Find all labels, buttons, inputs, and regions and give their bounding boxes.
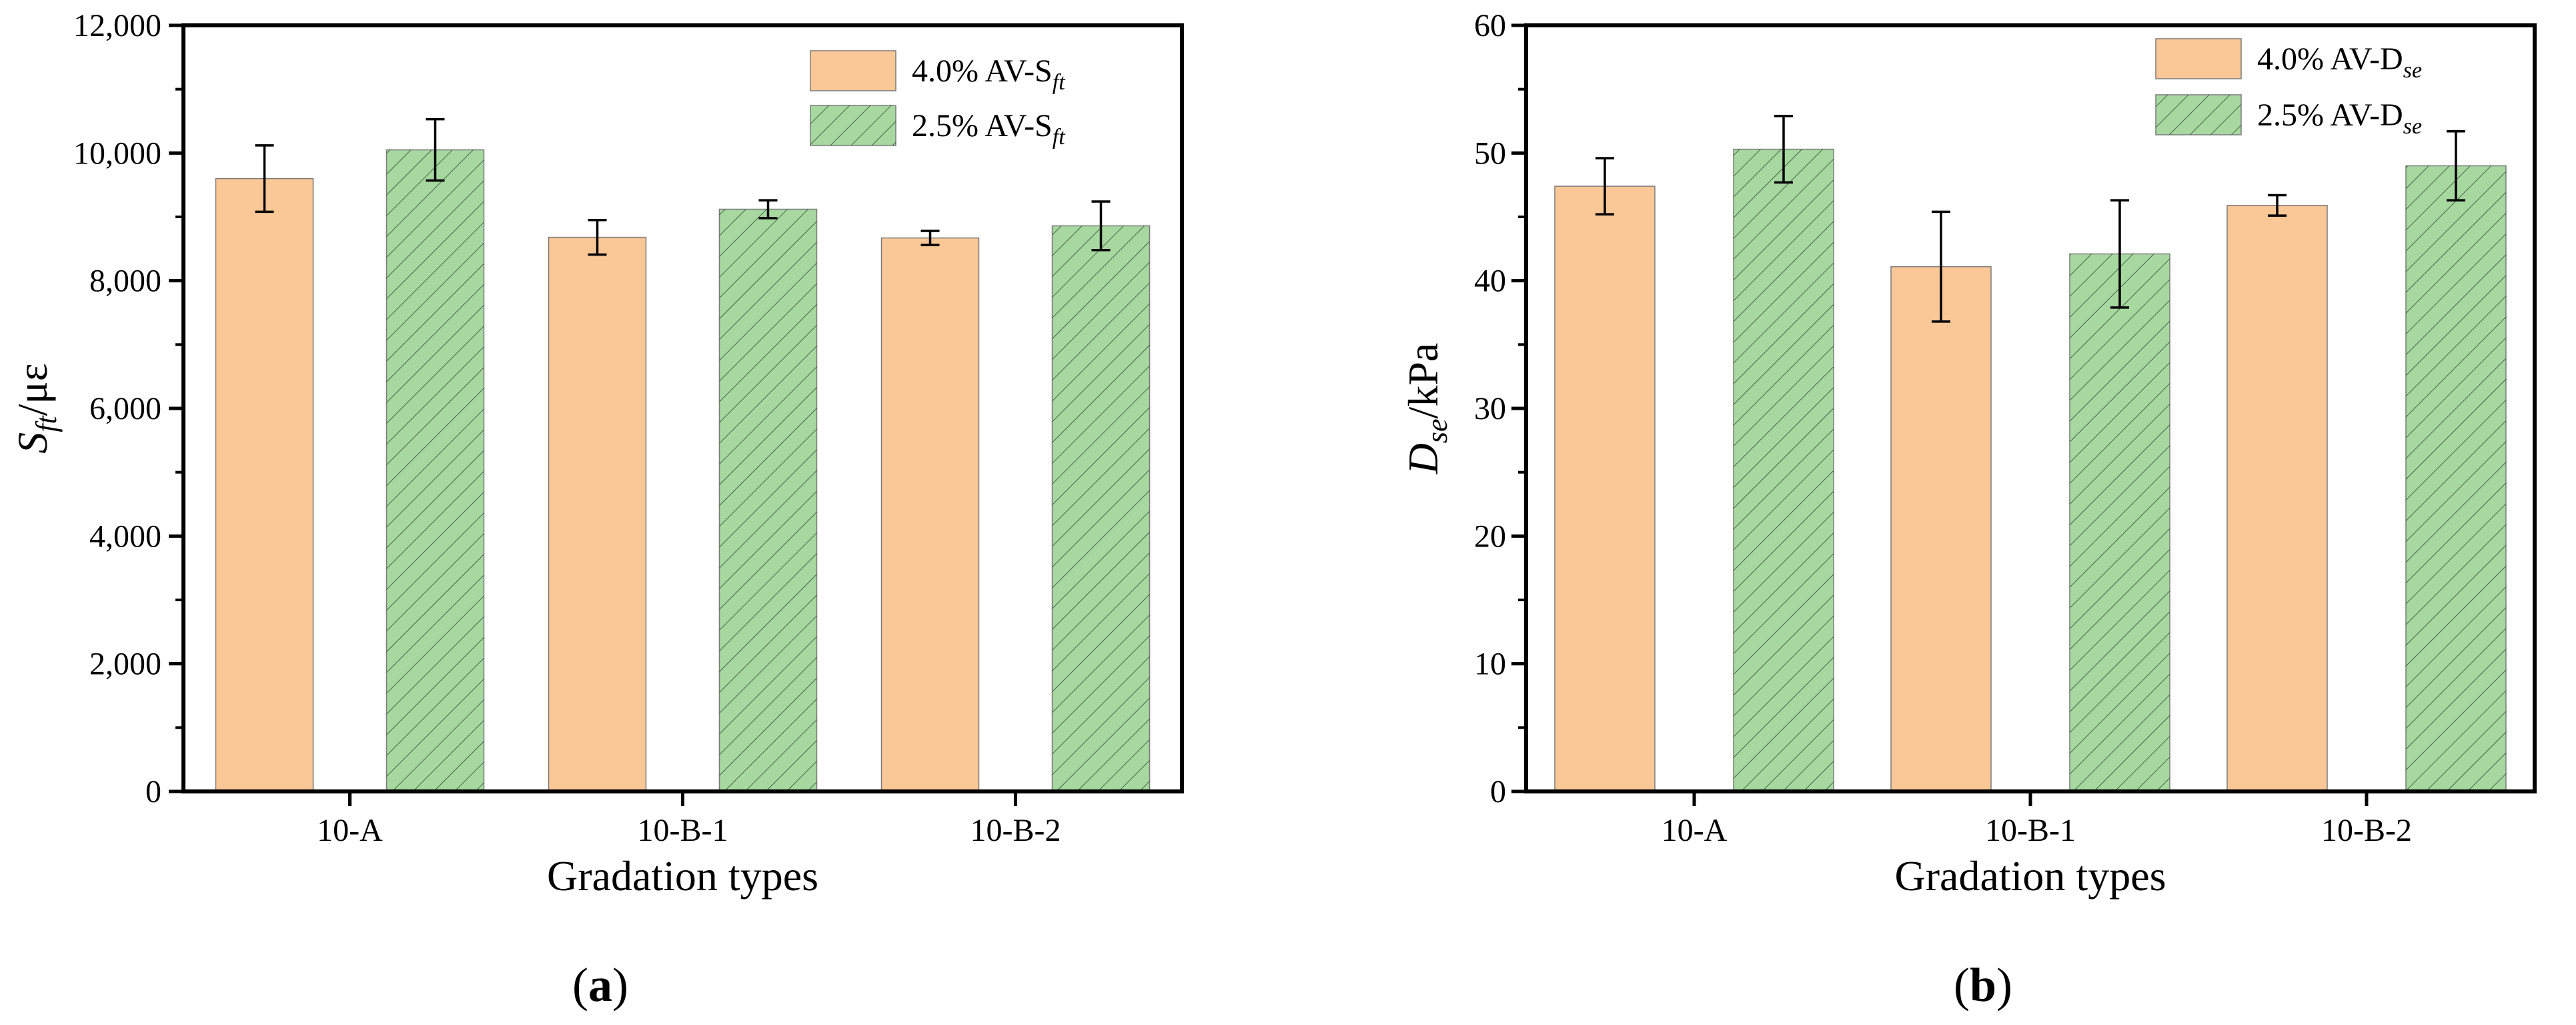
chart-panel-b: 0 10 20 30 40 50 60 10-A 10-B-1 10-B-2 Gradation t…	[1399, 8, 2537, 1012]
panel-label-close-paren: )	[612, 958, 628, 1012]
x-tick-label: 10-B-2	[971, 813, 1061, 848]
y-axis-label-unit: /kPa	[1399, 343, 1447, 419]
plot-frame	[1524, 23, 2537, 793]
y-tick-label: 0	[145, 774, 161, 809]
bar-a-s0-c0	[215, 178, 314, 792]
bar-hatch-a-s1-c2	[1052, 226, 1150, 792]
panel-label-letter: a	[588, 958, 612, 1012]
y-tick-label: 12,000	[73, 8, 161, 43]
y-tick-label: 20	[1474, 519, 1506, 554]
legend-swatch-s0	[810, 50, 896, 91]
error-bar-a-s0-c0	[255, 144, 274, 214]
error-bar-a-s1-c0	[426, 117, 445, 182]
y-axis-label-symbol: D	[1399, 443, 1447, 474]
bar-hatch-b-s1-c1	[2070, 254, 2170, 791]
y-axis-label: Dse/kPa	[1399, 343, 1453, 475]
panel-label-open-paren: (	[572, 958, 588, 1012]
error-bar-b-s0-c1	[1932, 210, 1950, 323]
y-tick-label: 4,000	[89, 519, 161, 554]
bar-hatch-b-s1-c0	[1734, 149, 1834, 792]
panel-label: (a)	[572, 958, 628, 1012]
error-bar-a-s0-c1	[588, 219, 607, 256]
panel-label-open-paren: (	[1954, 958, 1970, 1012]
legend-label-subscript: ft	[1053, 125, 1066, 149]
legend-swatch-hatch-s1	[2156, 95, 2241, 135]
panel-label: (b)	[1954, 958, 2012, 1012]
error-bar-a-s1-c1	[758, 199, 778, 220]
y-tick-label: 10,000	[73, 135, 161, 171]
error-bar-b-s0-c2	[2268, 194, 2287, 217]
legend-label-subscript: ft	[1053, 70, 1066, 95]
panel-label-close-paren: )	[1996, 958, 2012, 1012]
legend-label-s1: 2.5% AV-Dse	[2257, 97, 2422, 139]
bar-hatch-a-s1-c1	[719, 209, 817, 791]
y-axis-label: Sft/με	[9, 363, 63, 453]
legend-swatch-hatch-s1	[810, 105, 896, 145]
y-axis-label-subscript: ft	[30, 414, 63, 432]
bar-hatch-b-s1-c2	[2406, 165, 2506, 791]
y-axis-label-subscript: se	[1421, 418, 1453, 443]
x-tick-label: 10-B-1	[638, 813, 728, 848]
bar-b-s0-c2	[2226, 205, 2328, 792]
chart-panel-a: 0 2,000 4,000 6,000 8,000 10,000 12,000 10-A 10-…	[9, 8, 1184, 1012]
y-tick-label: 2,000	[89, 647, 161, 682]
error-bar-b-s1-c2	[2447, 130, 2465, 202]
y-tick-label: 8,000	[89, 264, 161, 299]
legend-label-text: 4.0% AV-D	[2257, 41, 2403, 77]
y-axis-label-symbol: S	[9, 432, 56, 454]
y-tick-label: 10	[1474, 647, 1506, 682]
x-tick-label: 10-A	[1662, 813, 1728, 848]
y-axis-label-unit: /με	[9, 363, 56, 416]
legend-label-text: 4.0% AV-S	[912, 53, 1053, 89]
bar-a-s0-c1	[548, 236, 647, 792]
y-tick-label: 40	[1474, 264, 1506, 299]
x-tick-label: 10-B-1	[1985, 813, 2076, 848]
legend-label-s0: 4.0% AV-Dse	[2257, 41, 2422, 83]
bar-b-s0-c0	[1554, 186, 1656, 792]
legend-label-s0: 4.0% AV-Sft	[912, 53, 1066, 95]
x-axis-label: Gradation types	[547, 852, 818, 900]
legend-label-text: 2.5% AV-D	[2257, 97, 2403, 133]
error-bar-b-s1-c0	[1774, 115, 1793, 184]
x-tick-label: 10-B-2	[2321, 813, 2412, 848]
x-tick-label: 10-A	[317, 813, 383, 848]
panel-label-letter: b	[1970, 958, 1996, 1012]
y-tick-label: 30	[1474, 391, 1506, 426]
error-bar-a-s1-c2	[1091, 200, 1111, 252]
legend-label-subscript: se	[2403, 114, 2422, 139]
y-tick-label: 0	[1490, 774, 1506, 809]
legend-label-text: 2.5% AV-S	[912, 108, 1053, 143]
error-bar-b-s0-c0	[1595, 157, 1614, 216]
y-tick-label: 50	[1474, 135, 1506, 171]
error-bar-b-s1-c1	[2110, 199, 2129, 309]
legend-swatch-s0	[2155, 38, 2242, 79]
legend-label-subscript: se	[2403, 58, 2422, 83]
bar-a-s0-c2	[880, 237, 980, 792]
x-axis-label: Gradation types	[1895, 852, 2166, 900]
bar-b-s0-c1	[1890, 266, 1992, 792]
error-bar-a-s0-c2	[920, 230, 940, 246]
y-tick-label: 60	[1474, 8, 1506, 43]
bar-hatch-a-s1-c0	[386, 149, 484, 792]
y-tick-label: 6,000	[89, 391, 161, 426]
legend-label-s1: 2.5% AV-Sft	[912, 108, 1066, 149]
